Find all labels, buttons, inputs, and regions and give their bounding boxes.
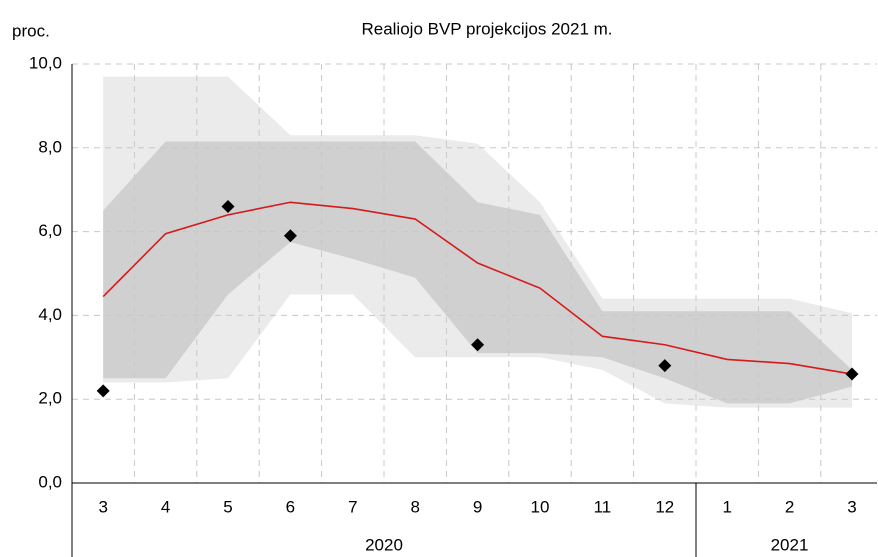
x-tick-label: 12 [655,497,674,516]
actual-point [845,367,859,381]
actual-point [658,359,672,373]
y-tick-label: 8,0 [38,137,62,156]
group-label: 2021 [771,535,809,554]
actual-point [221,199,235,213]
x-tick-label: 11 [594,497,612,516]
chart-title: Realiojo BVP projekcijos 2021 m. [361,19,612,38]
x-tick-label: 3 [847,497,856,516]
x-tick-label: 10 [531,497,550,516]
x-tick-label: 8 [410,497,419,516]
x-tick-label: 7 [348,497,357,516]
y-tick-label: 4,0 [38,305,62,324]
x-tick-label: 6 [286,497,295,516]
x-tick-label: 9 [473,497,482,516]
x-tick-label: 3 [98,497,107,516]
y-tick-label: 10,0 [29,53,62,72]
actual-point [96,384,110,398]
y-axis-label: proc. [12,21,50,40]
y-tick-label: 2,0 [38,389,62,408]
y-tick-label: 0,0 [38,472,62,491]
x-tick-label: 5 [223,497,232,516]
y-tick-label: 6,0 [38,221,62,240]
group-label: 2020 [365,535,403,554]
actual-point [471,338,485,352]
uncertainty-band [103,141,852,404]
actual-point [283,229,297,243]
x-tick-label: 4 [161,497,170,516]
x-tick-label: 1 [722,497,731,516]
median-line [102,201,853,375]
x-tick-label: 2 [785,497,794,516]
